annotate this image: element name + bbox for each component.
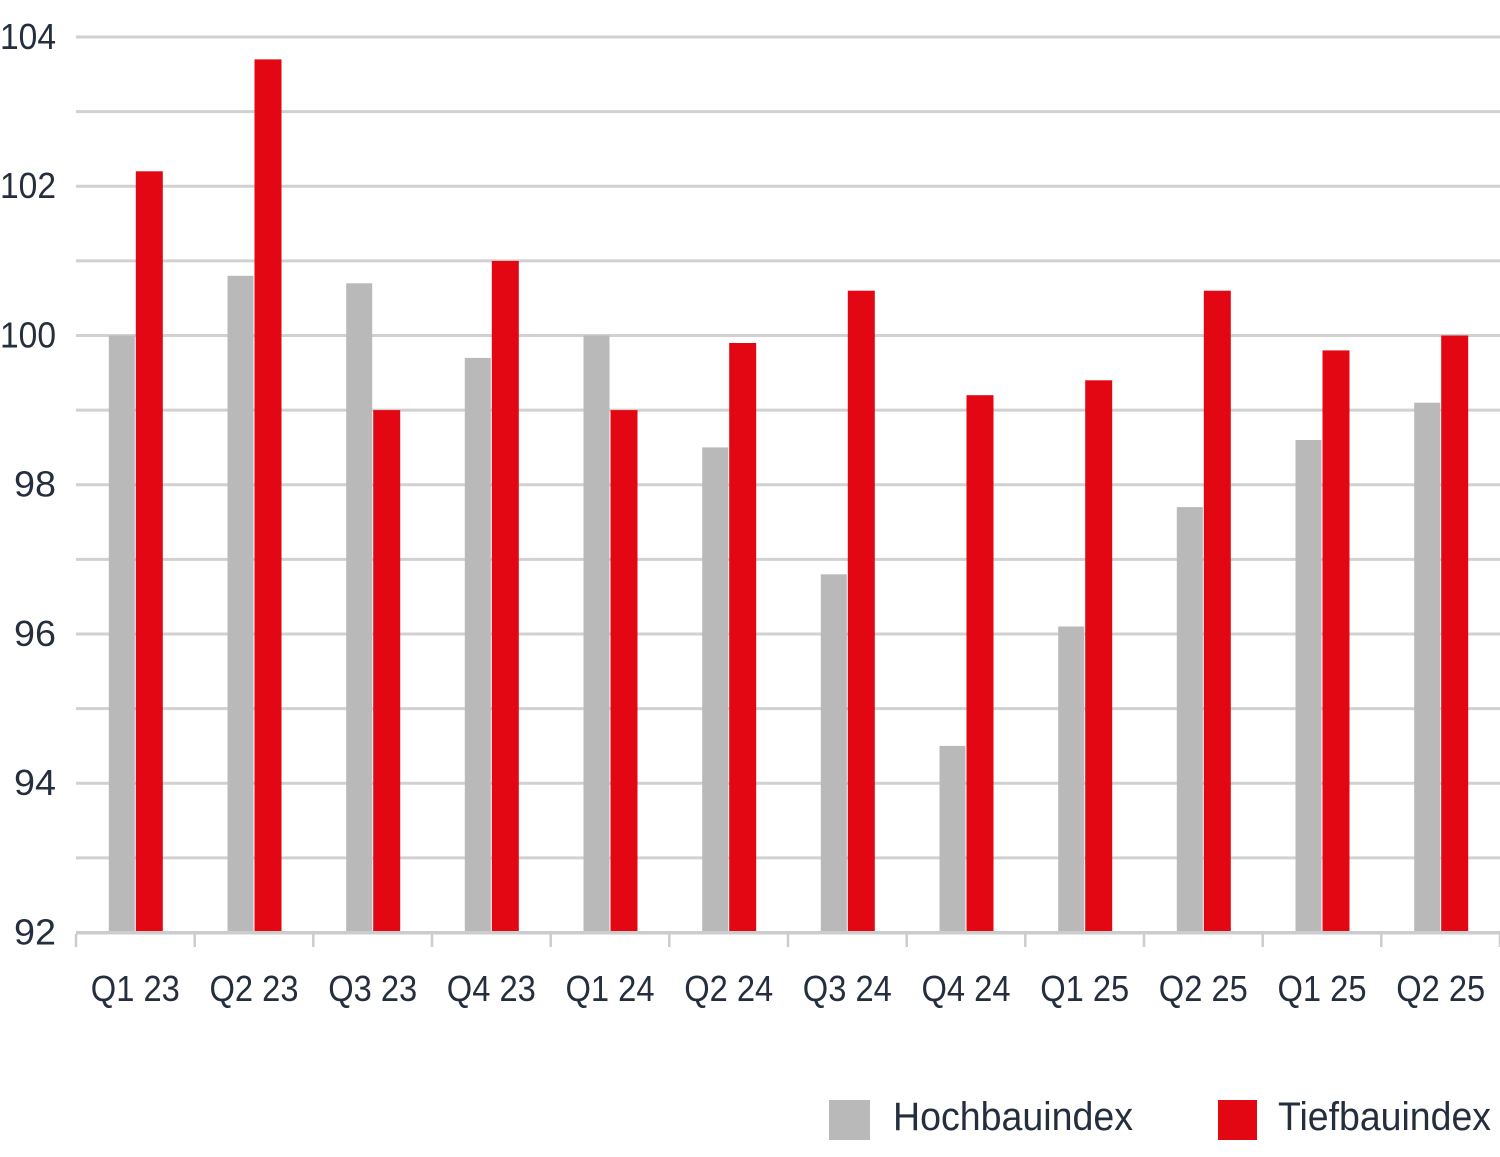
svg-text:Q4 23: Q4 23 [447, 968, 536, 1009]
svg-text:Q2 24: Q2 24 [684, 968, 773, 1009]
svg-text:102: 102 [0, 165, 56, 206]
svg-text:Q4 24: Q4 24 [922, 968, 1011, 1009]
svg-text:Q1 25: Q1 25 [1040, 968, 1129, 1009]
svg-text:100: 100 [0, 314, 56, 355]
svg-text:Q1 25: Q1 25 [1278, 968, 1367, 1009]
svg-text:Hochbauindex: Hochbauindex [893, 1095, 1133, 1139]
svg-text:104: 104 [0, 16, 56, 57]
svg-text:Q2 25: Q2 25 [1159, 968, 1248, 1009]
svg-text:Q3 23: Q3 23 [328, 968, 417, 1009]
svg-text:94: 94 [14, 762, 56, 803]
svg-text:Q3 24: Q3 24 [803, 968, 892, 1009]
svg-text:92: 92 [14, 911, 56, 952]
svg-text:Q2 25: Q2 25 [1396, 968, 1485, 1009]
svg-text:Q1 24: Q1 24 [566, 968, 655, 1009]
svg-text:Tiefbauindex: Tiefbauindex [1278, 1095, 1491, 1139]
svg-text:98: 98 [14, 464, 56, 505]
svg-text:Q1 23: Q1 23 [91, 968, 180, 1009]
svg-text:96: 96 [14, 613, 56, 654]
svg-text:Q2 23: Q2 23 [210, 968, 299, 1009]
